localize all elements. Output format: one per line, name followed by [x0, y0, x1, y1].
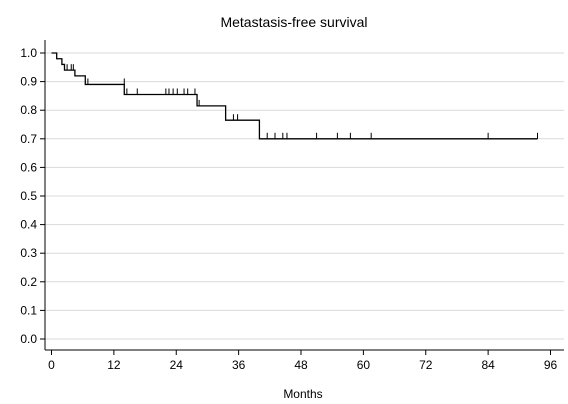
series-layer: [51, 52, 539, 140]
survival-curve: [51, 52, 538, 140]
y-tick-label: 0.5: [20, 189, 37, 203]
y-tick-label: 0.6: [20, 160, 37, 174]
y-tick-label: 0.3: [20, 246, 37, 260]
y-tick-label: 0.2: [20, 275, 37, 289]
chart-title: Metastasis-free survival: [220, 14, 367, 30]
x-tick-label: 84: [481, 358, 495, 372]
grid-layer: [45, 52, 564, 340]
x-tick-label: 48: [294, 358, 308, 372]
x-tick-label: 36: [232, 358, 246, 372]
x-tick-label: 0: [48, 358, 55, 372]
x-tick-label: 96: [544, 358, 558, 372]
x-tick-label: 24: [170, 358, 184, 372]
x-axis-label: Months: [283, 387, 322, 399]
y-tick-label: 0.0: [20, 332, 37, 346]
y-tick-label: 0.1: [20, 303, 37, 317]
y-tick-label: 1.0: [20, 46, 37, 60]
x-tick-label: 60: [357, 358, 371, 372]
x-tick-label: 12: [107, 358, 121, 372]
y-tick-label: 0.7: [20, 132, 37, 146]
x-tick-label: 72: [419, 358, 433, 372]
axis-layer: 0.0 0.1 0.2 0.3 0.4 0.5 0.6 0.7 0.8 0.9 1.0 0 12 24 36…: [20, 40, 564, 372]
y-tick-label: 0.9: [20, 75, 37, 89]
y-tick-label: 0.8: [20, 103, 37, 117]
y-tick-label: 0.4: [20, 218, 37, 232]
